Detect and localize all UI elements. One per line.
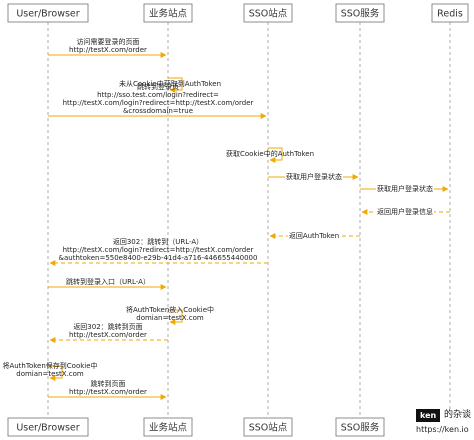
- message-label: 返回AuthToken: [289, 232, 339, 240]
- message-label: 跳转到页面: [91, 379, 126, 388]
- message-label: 将AuthToken放入Cookie中: [126, 305, 214, 314]
- actor-box: [7, 417, 89, 437]
- actor-label: SSO服务: [341, 422, 380, 434]
- message-7: 返回用户登录信息: [361, 207, 450, 216]
- message-label: 将AuthToken保存到Cookie中: [2, 361, 97, 370]
- actor-label: User/Browser: [16, 423, 79, 434]
- actor-box: [143, 417, 193, 437]
- message-9: 返回302：跳转到（URL-A）http://testX.com/login?r…: [49, 237, 268, 266]
- watermark-url: https://ken.io: [416, 425, 469, 434]
- message-5: 获取用户登录状态: [268, 172, 359, 181]
- message-10: 跳转到登录入口（URL-A）: [48, 277, 167, 290]
- message-label: domian=testX.com: [136, 314, 204, 322]
- message-2: 未从Cookie中获取到AuthToken: [119, 77, 221, 93]
- actor-site-bottom: 业务站点: [143, 417, 193, 437]
- message-label: 跳转到登录页: [137, 82, 179, 91]
- message-label: 获取用户登录状态: [377, 184, 433, 193]
- message-label: 未从Cookie中获取到AuthToken: [119, 79, 221, 88]
- actor-ssosvc-top: SSO服务: [335, 3, 385, 23]
- actor-sso-top: SSO站点: [243, 3, 293, 23]
- actor-box: [7, 3, 89, 23]
- actor-box: [143, 3, 193, 23]
- self-message-arrow: [168, 77, 183, 93]
- message-4: 获取Cookie中的AuthToken: [226, 147, 314, 163]
- message-label: 返回302：跳转到页面: [73, 322, 142, 331]
- actor-box: [431, 3, 469, 23]
- message-8: 返回AuthToken: [269, 232, 360, 240]
- message-label: 返回用户登录信息: [377, 207, 433, 216]
- message-label: 获取Cookie中的AuthToken: [226, 149, 314, 158]
- actor-label: 业务站点: [149, 422, 188, 434]
- message-label: 获取用户登录状态: [286, 172, 342, 181]
- actor-label: User/Browser: [16, 9, 79, 20]
- message-label: http://testX.com/login?redirect=http://t…: [63, 99, 254, 107]
- self-message-arrow: [48, 365, 63, 381]
- actor-box: [243, 3, 293, 23]
- message-label: domian=testX.com: [16, 370, 84, 378]
- actor-box: [335, 417, 385, 437]
- actor-browser-bottom: User/Browser: [7, 417, 89, 437]
- message-label: 跳转到登录入口（URL-A）: [66, 277, 150, 286]
- message-3: 跳转到登录页http://sso.test.com/login?redirect…: [48, 82, 267, 119]
- message-label: http://testX.com/order: [69, 388, 147, 396]
- watermark-badge: ken: [416, 409, 441, 422]
- actor-label: SSO服务: [341, 8, 380, 20]
- message-label: http://sso.test.com/login?redirect=: [97, 91, 219, 99]
- message-label: &authtoken=550e8400-e29b-41d4-a716-44665…: [59, 254, 258, 262]
- actor-label: SSO站点: [249, 8, 288, 20]
- self-message-arrow: [268, 147, 283, 163]
- actor-redis-top: Redis: [431, 3, 469, 23]
- actor-label: 业务站点: [149, 8, 188, 20]
- message-label: 返回302：跳转到（URL-A）: [113, 237, 203, 246]
- self-message-arrow: [168, 309, 183, 325]
- actor-site-top: 业务站点: [143, 3, 193, 23]
- message-label: http://testX.com/login?redirect=http://t…: [63, 246, 254, 254]
- actor-browser-top: User/Browser: [7, 3, 89, 23]
- message-label: &crossdomain=true: [123, 107, 193, 115]
- actor-label: Redis: [437, 9, 463, 20]
- message-label: http://testX.com/order: [69, 46, 147, 54]
- actor-box: [243, 417, 293, 437]
- actor-sso-bottom: SSO站点: [243, 417, 293, 437]
- watermark-name: 的杂谈: [444, 410, 472, 420]
- message-label: http://testX.com/order: [69, 331, 147, 339]
- message-label: 访问需要登录的页面: [77, 37, 140, 46]
- actor-label: SSO站点: [249, 422, 288, 434]
- message-6: 获取用户登录状态: [360, 184, 449, 193]
- actor-box: [335, 3, 385, 23]
- actor-ssosvc-bottom: SSO服务: [335, 417, 385, 437]
